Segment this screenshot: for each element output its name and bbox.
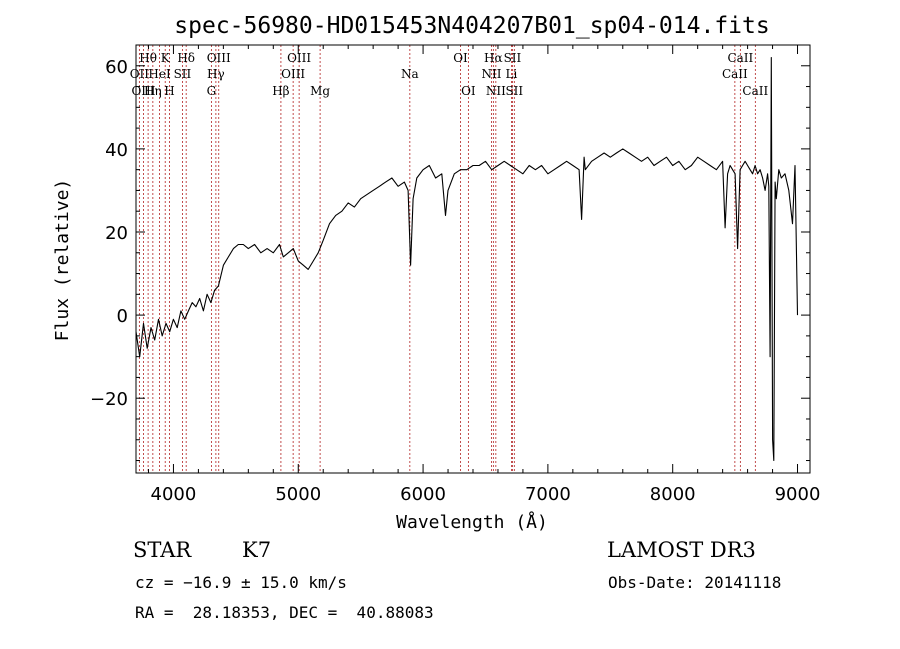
spectral-line-label: Hβ (272, 84, 289, 98)
axes: 4000 5000 6000 7000 8000 9000 −20 0 20 40 60 (90, 44, 821, 505)
y-tick-label: 20 (105, 223, 128, 244)
spectral-line-label: Hη (144, 84, 162, 98)
obs-date: Obs-Date: 20141118 (608, 573, 782, 592)
line-labels: HθOIIOIIIHηHeIKHSIIHδGHγOIIIHβOIIIOIIIMg… (130, 51, 769, 98)
coordinates: RA = 28.18353, DEC = 40.88083 (135, 603, 434, 622)
spectral-line-label: NII (481, 67, 501, 81)
chart-title: spec-56980-HD015453N404207B01_sp04-014.f… (174, 13, 769, 39)
spectral-line-label: CaII (722, 67, 748, 81)
spectral-line-label: Hδ (177, 51, 195, 65)
subclass: K7 (242, 538, 272, 562)
spectral-line-label: OIII (207, 51, 231, 65)
spectral-line-label: Mg (310, 84, 330, 98)
spectrum-series-line (135, 56, 799, 462)
y-tick-label: 60 (105, 57, 128, 78)
series-group (135, 56, 799, 462)
spectral-line-label: CaII (742, 84, 768, 98)
spectral-line-label: OIII (287, 51, 311, 65)
spectral-line-label: SII (174, 67, 192, 81)
x-tick-label: 6000 (400, 484, 446, 505)
spectral-line-label: NII (486, 84, 506, 98)
y-tick-label: 0 (117, 306, 128, 327)
spectral-line-label: H (164, 84, 174, 98)
spectral-line-label: SII (504, 51, 522, 65)
spectral-line-label: G (207, 84, 217, 98)
spectral-line-label: Hα (484, 51, 503, 65)
x-tick-label: 9000 (775, 484, 821, 505)
line-markers (138, 45, 756, 473)
spectral-line-label: Hγ (207, 67, 225, 81)
object-class: STAR (133, 538, 192, 562)
x-tick-label: 5000 (275, 484, 321, 505)
x-tick-label: 7000 (525, 484, 571, 505)
spectral-line-label: Li (506, 67, 518, 81)
spectral-line-label: K (161, 51, 171, 65)
y-tick-label: −20 (90, 389, 128, 410)
spectral-line-label: HeI (148, 67, 171, 81)
spectral-line-label: CaII (727, 51, 753, 65)
spectral-line-label: OI (453, 51, 468, 65)
spectral-line-label: OIII (131, 84, 155, 98)
spectral-line-label: SII (505, 84, 523, 98)
x-tick-label: 8000 (650, 484, 696, 505)
x-tick-label: 4000 (151, 484, 197, 505)
spectral-line-label: OI (461, 84, 476, 98)
y-tick-label: 40 (105, 140, 128, 161)
spectral-line-label: Hθ (139, 51, 157, 65)
redshift-readout: cz = −16.9 ± 15.0 km/s (135, 573, 347, 592)
spectral-line-label: OIII (281, 67, 305, 81)
y-axis-label: Flux (relative) (52, 179, 73, 342)
spectral-line-label: OII (130, 67, 150, 81)
plot-frame (135, 44, 811, 474)
survey-name: LAMOST DR3 (607, 538, 756, 562)
spectral-line-label: Na (401, 67, 419, 81)
x-axis-label: Wavelength (Å) (396, 511, 548, 533)
